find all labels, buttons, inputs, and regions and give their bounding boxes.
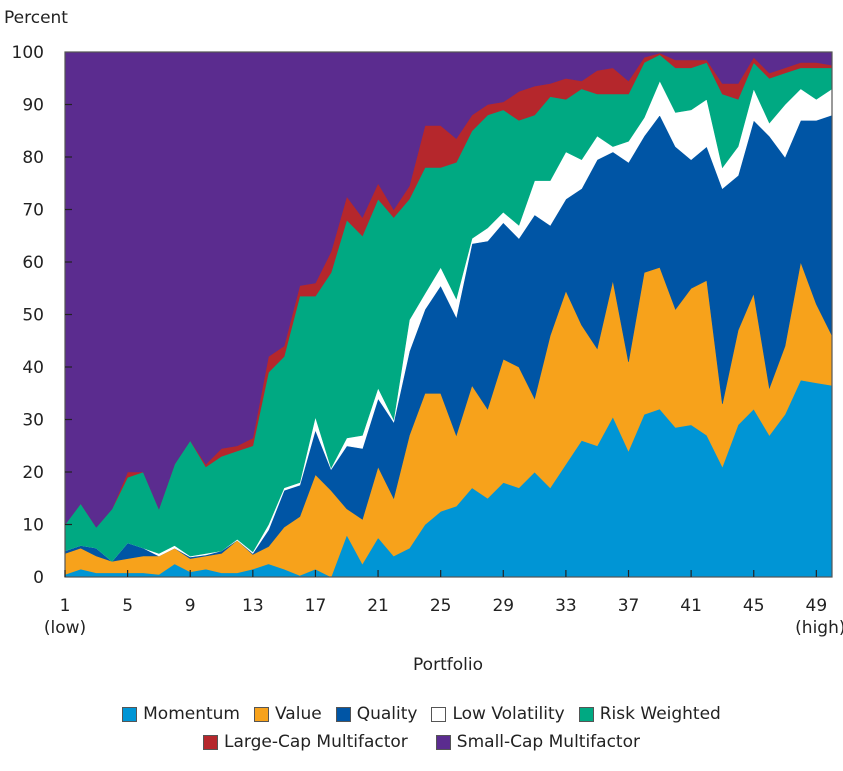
x-axis: 1(low) 5 9 13 17 21 25 29 33 37 41 45 49(high) [44, 570, 843, 638]
y-tick-label: 40 [22, 358, 44, 378]
legend-item-low-volatility: Low Volatility [431, 704, 565, 724]
legend-item-risk-weighted: Risk Weighted [578, 704, 721, 724]
legend: Momentum Value Quality Low Volatility Ri… [0, 700, 843, 756]
legend-label: Small-Cap Multifactor [456, 732, 640, 752]
y-tick-label: 90 [22, 96, 44, 116]
legend-swatch-value [254, 706, 269, 722]
legend-swatch-quality [335, 706, 351, 722]
legend-label: Risk Weighted [599, 704, 721, 724]
legend-item-small-cap-multifactor: Small-Cap Multifactor [435, 732, 640, 752]
x-tick-label: 37 [618, 596, 640, 616]
x-tick-label: 5 [122, 596, 133, 616]
y-tick-label: 60 [22, 253, 44, 273]
x-tick-label: 45 [743, 596, 765, 616]
x-tick-label: 33 [555, 596, 577, 616]
legend-swatch-momentum [122, 706, 138, 722]
legend-swatch-low-volatility [431, 706, 447, 722]
x-tick-sublabel: (high) [795, 618, 843, 638]
x-tick-label: 9 [185, 596, 196, 616]
x-tick-label: 17 [305, 596, 327, 616]
y-tick-label: 50 [22, 306, 44, 326]
legend-item-quality: Quality [335, 704, 418, 724]
x-tick-label: 21 [367, 596, 389, 616]
x-tick-label: 41 [680, 596, 702, 616]
y-tick-label: 70 [22, 201, 44, 221]
legend-item-momentum: Momentum [122, 704, 240, 724]
y-tick-label: 20 [22, 463, 44, 483]
x-axis-title: Portfolio [413, 655, 483, 675]
x-tick-sublabel: (low) [44, 618, 86, 638]
legend-item-value: Value [254, 704, 322, 724]
y-tick-label: 100 [12, 43, 44, 63]
y-tick-label: 80 [22, 148, 44, 168]
y-tick-label: 0 [33, 568, 44, 588]
legend-swatch-large-cap-multifactor [202, 734, 218, 750]
legend-label: Quality [356, 704, 418, 724]
legend-swatch-small-cap-multifactor [435, 734, 451, 750]
legend-swatch-risk-weighted [578, 706, 594, 722]
y-tick-label: 30 [22, 411, 44, 431]
legend-row-1: Momentum Value Quality Low Volatility Ri… [0, 700, 843, 728]
legend-label: Momentum [143, 704, 240, 724]
area-layers [64, 51, 833, 578]
x-tick-label: 25 [430, 596, 452, 616]
legend-label: Low Volatility [452, 704, 565, 724]
x-tick-label: 13 [242, 596, 264, 616]
legend-item-large-cap-multifactor: Large-Cap Multifactor [202, 732, 408, 752]
x-tick-label: 49 [806, 596, 828, 616]
y-tick-label: 10 [22, 516, 44, 536]
legend-label: Value [275, 704, 322, 724]
y-axis-title: Percent [4, 8, 68, 28]
legend-label: Large-Cap Multifactor [223, 732, 408, 752]
legend-row-2: Large-Cap Multifactor Small-Cap Multifac… [0, 728, 843, 756]
y-axis: 0 10 20 30 40 50 60 70 80 90 100 [12, 43, 72, 588]
x-tick-label: 29 [492, 596, 514, 616]
x-tick-label: 1 [60, 596, 71, 616]
